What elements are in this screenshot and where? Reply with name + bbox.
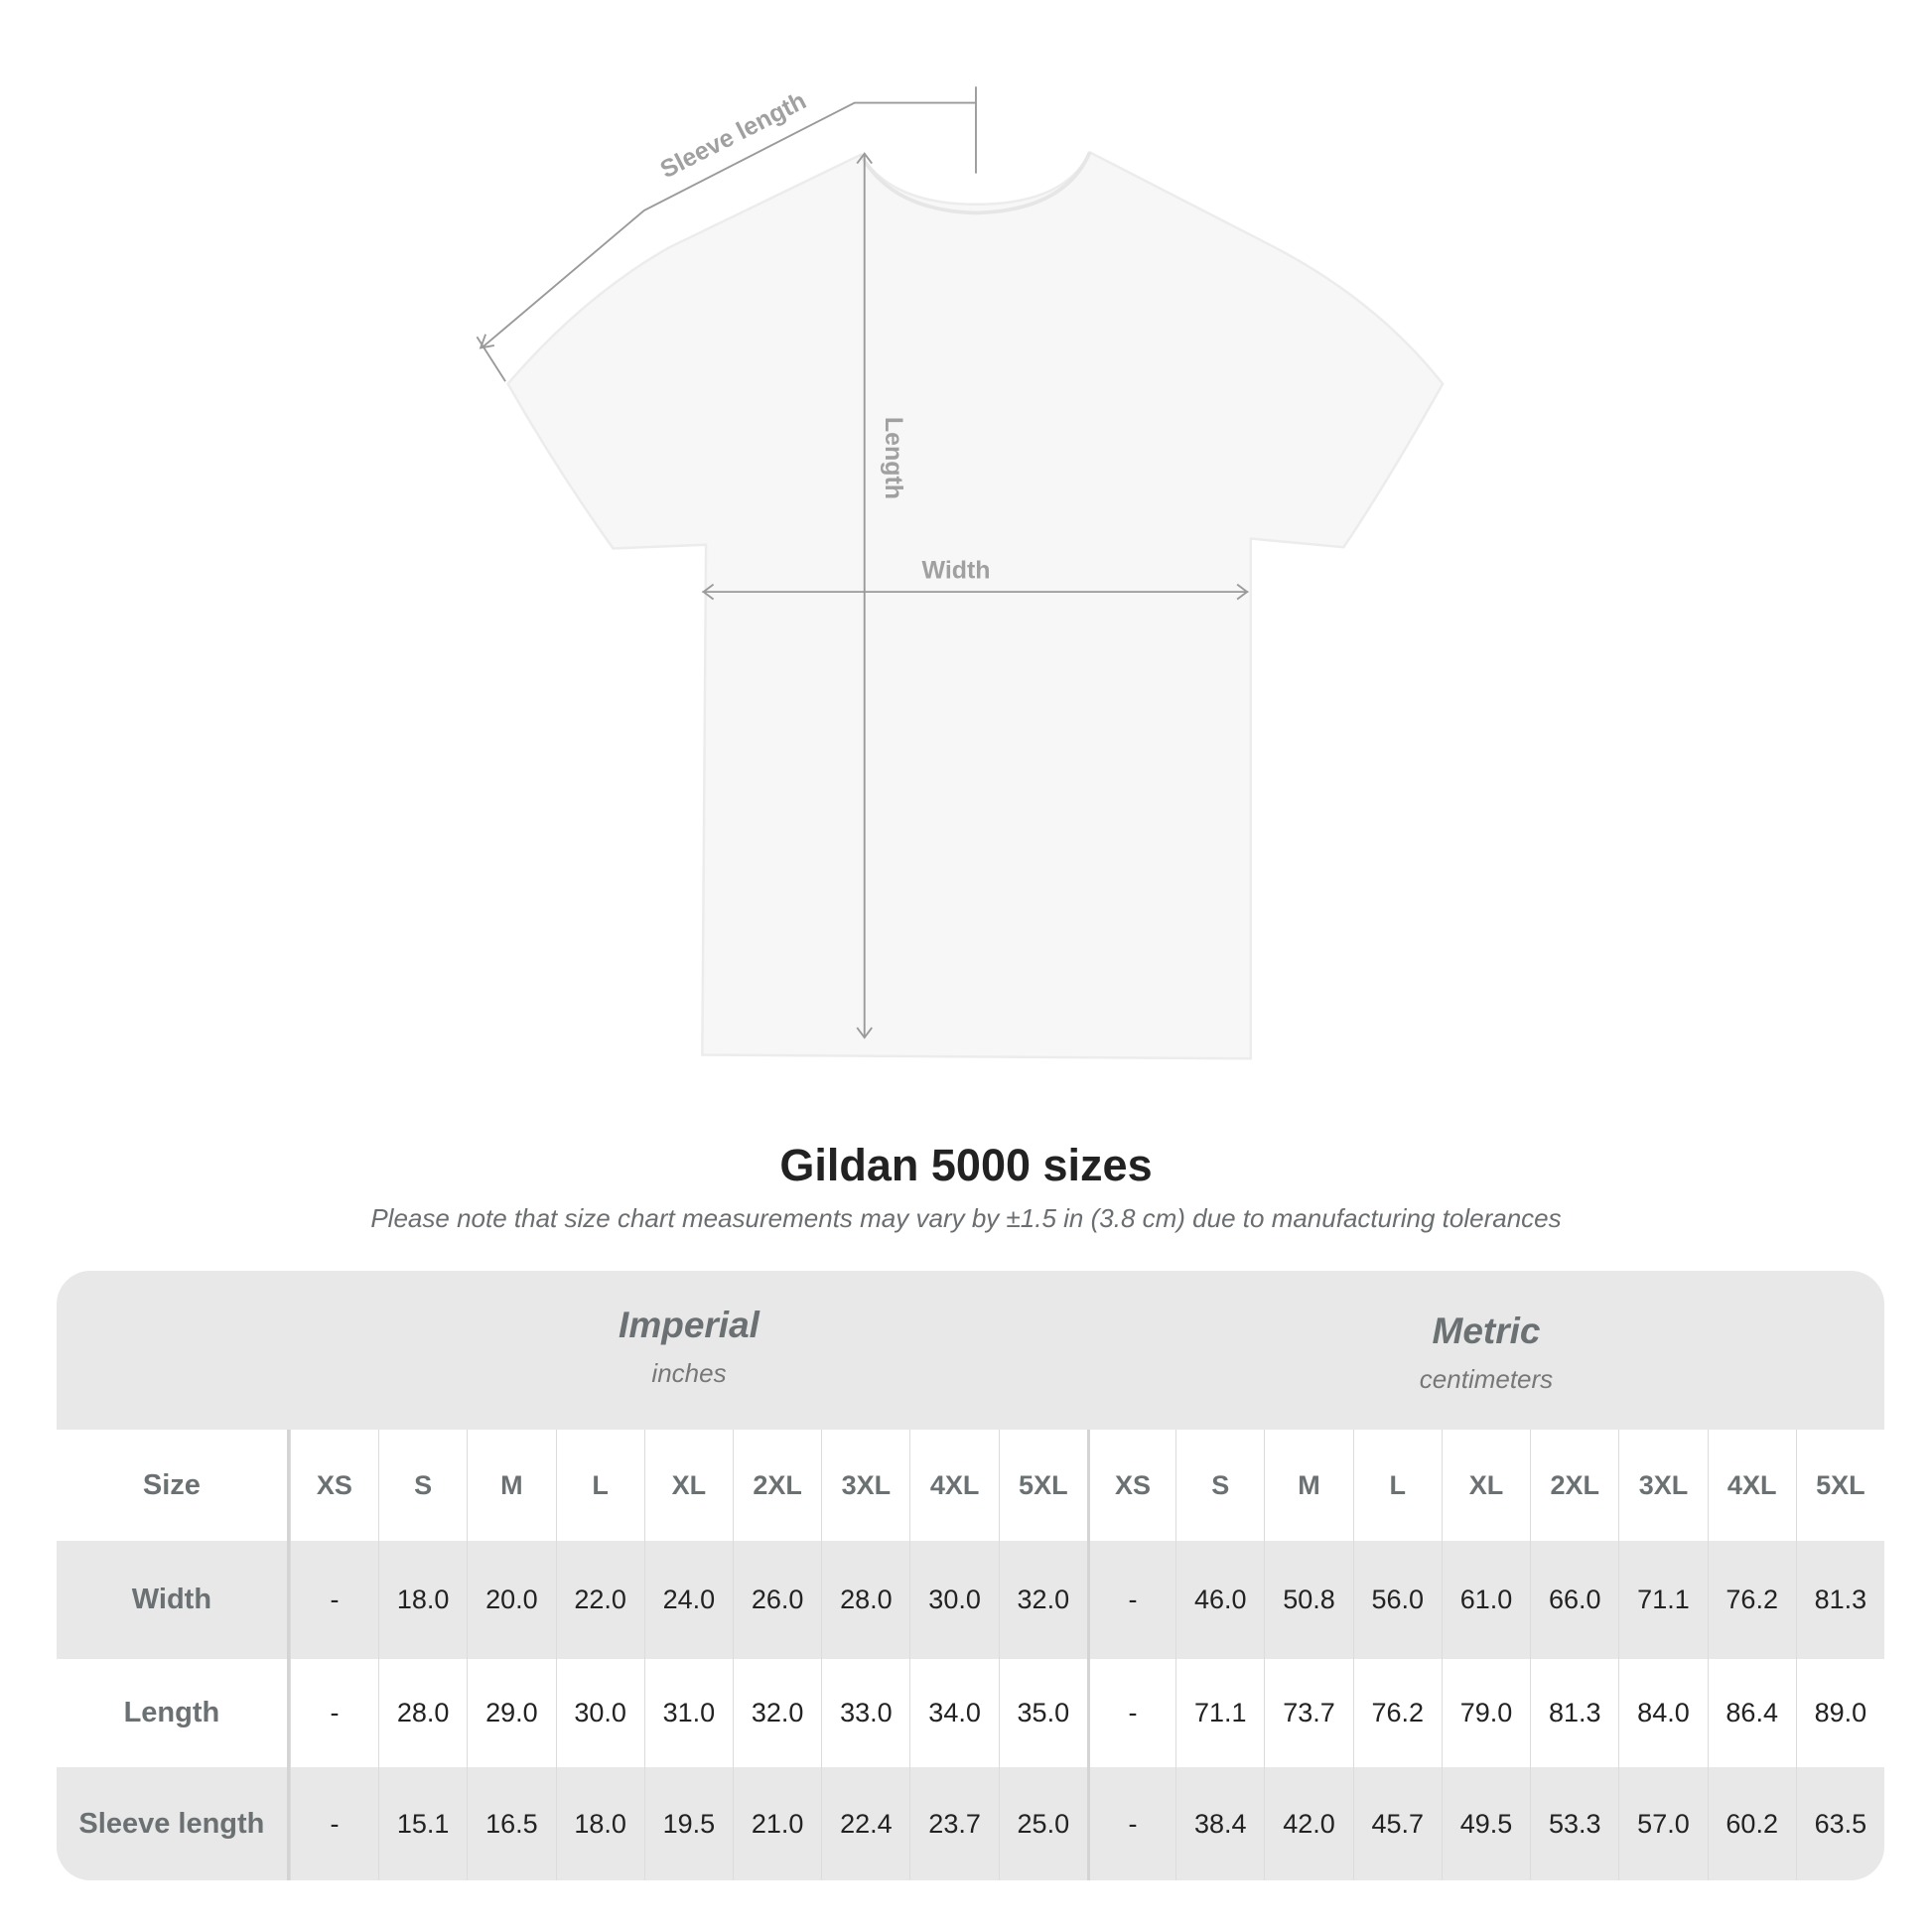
row-label: Length xyxy=(57,1659,290,1767)
imperial-title: Imperial xyxy=(619,1305,759,1345)
imperial-value-cell: 20.0 xyxy=(467,1541,555,1659)
size-header-cell: XL xyxy=(643,1430,733,1541)
row-label: Width xyxy=(57,1541,290,1659)
metric-value-cell: 81.3 xyxy=(1795,1541,1884,1659)
metric-value-cell: 42.0 xyxy=(1264,1767,1352,1880)
size-header-cell: S xyxy=(1175,1430,1264,1541)
metric-header: Metric centimeters xyxy=(1088,1311,1884,1395)
imperial-value-cell: 25.0 xyxy=(998,1767,1087,1880)
imperial-value-cell: 26.0 xyxy=(733,1541,821,1659)
row-label: Sleeve length xyxy=(57,1767,290,1880)
tolerance-note: Please note that size chart measurements… xyxy=(370,1203,1562,1233)
width-measure xyxy=(702,583,1249,601)
metric-value-cell: 46.0 xyxy=(1175,1541,1264,1659)
size-header-cell: S xyxy=(378,1430,467,1541)
page-title: Gildan 5000 sizes xyxy=(779,1140,1153,1190)
metric-value-cell: 76.2 xyxy=(1707,1541,1796,1659)
metric-value-cell: 38.4 xyxy=(1175,1767,1264,1880)
metric-value-cell: 81.3 xyxy=(1530,1659,1618,1767)
metric-value-cell: - xyxy=(1086,1541,1175,1659)
imperial-value-cell: 18.0 xyxy=(378,1541,467,1659)
imperial-value-cell: - xyxy=(289,1767,378,1880)
metric-value-cell: 53.3 xyxy=(1530,1767,1618,1880)
sleeve-length-measure xyxy=(476,86,977,382)
length-measure xyxy=(856,152,873,1039)
imperial-value-cell: 35.0 xyxy=(998,1659,1087,1767)
size-header-cell: 2XL xyxy=(733,1430,821,1541)
metric-value-cell: 89.0 xyxy=(1795,1659,1884,1767)
metric-value-cell: 84.0 xyxy=(1618,1659,1707,1767)
metric-value-cell: - xyxy=(1086,1767,1175,1880)
metric-value-cell: 49.5 xyxy=(1441,1767,1530,1880)
imperial-value-cell: 31.0 xyxy=(643,1659,733,1767)
imperial-value-cell: - xyxy=(289,1659,378,1767)
metric-value-cell: 63.5 xyxy=(1795,1767,1884,1880)
metric-value-cell: 50.8 xyxy=(1264,1541,1352,1659)
size-header-cell: 5XL xyxy=(1795,1430,1884,1541)
imperial-value-cell: 28.0 xyxy=(821,1541,909,1659)
metric-unit: centimeters xyxy=(1419,1364,1554,1394)
metric-value-cell: 45.7 xyxy=(1352,1767,1442,1880)
size-header-cell: 5XL xyxy=(998,1430,1087,1541)
imperial-value-cell: 32.0 xyxy=(733,1659,821,1767)
size-header-cell: L xyxy=(1352,1430,1442,1541)
metric-value-cell: 73.7 xyxy=(1264,1659,1352,1767)
imperial-value-cell: 34.0 xyxy=(909,1659,998,1767)
imperial-value-cell: 24.0 xyxy=(643,1541,733,1659)
metric-value-cell: 79.0 xyxy=(1441,1659,1530,1767)
imperial-value-cell: 33.0 xyxy=(821,1659,909,1767)
size-header-cell: M xyxy=(467,1430,555,1541)
imperial-value-cell: 16.5 xyxy=(467,1767,555,1880)
imperial-value-cell: 22.4 xyxy=(821,1767,909,1880)
metric-value-cell: - xyxy=(1086,1659,1175,1767)
size-header-cell: XS xyxy=(289,1430,378,1541)
size-header-cell: M xyxy=(1264,1430,1352,1541)
width-label: Width xyxy=(922,556,991,584)
size-header-cell: L xyxy=(555,1430,644,1541)
metric-value-cell: 56.0 xyxy=(1352,1541,1442,1659)
size-header-cell: XL xyxy=(1441,1430,1530,1541)
table-row: Sleeve length -15.1 16.5 18.0 19.5 21.0 22.4 23… xyxy=(57,1767,1884,1880)
imperial-unit: inches xyxy=(651,1358,727,1388)
size-header-cell: XS xyxy=(1086,1430,1175,1541)
metric-value-cell: 61.0 xyxy=(1441,1541,1530,1659)
imperial-value-cell: 22.0 xyxy=(555,1541,644,1659)
imperial-value-cell: 32.0 xyxy=(998,1541,1087,1659)
row-label: Size xyxy=(57,1430,290,1541)
metric-value-cell: 66.0 xyxy=(1530,1541,1618,1659)
size-header-cell: 4XL xyxy=(909,1430,998,1541)
imperial-value-cell: 30.0 xyxy=(909,1541,998,1659)
metric-value-cell: 86.4 xyxy=(1707,1659,1796,1767)
table-row: Length -28.0 29.0 30.0 31.0 32.0 33.0 34.0 35.0-… xyxy=(57,1659,1884,1767)
metric-value-cell: 71.1 xyxy=(1618,1541,1707,1659)
size-header-cell: 3XL xyxy=(1618,1430,1707,1541)
tshirt-shape xyxy=(506,150,1445,1060)
metric-value-cell: 60.2 xyxy=(1707,1767,1796,1880)
imperial-value-cell: 30.0 xyxy=(555,1659,644,1767)
length-label: Length xyxy=(880,417,907,499)
metric-value-cell: 71.1 xyxy=(1175,1659,1264,1767)
tshirt-diagram: Sleeve length Length Width xyxy=(476,86,1445,1060)
imperial-value-cell: 19.5 xyxy=(643,1767,733,1880)
imperial-value-cell: 29.0 xyxy=(467,1659,555,1767)
size-header-cell: 3XL xyxy=(821,1430,909,1541)
size-table: Imperial inches Metric centimeters Size X… xyxy=(57,1271,1884,1880)
imperial-value-cell: 28.0 xyxy=(378,1659,467,1767)
sleeve-length-label: Sleeve length xyxy=(656,86,811,184)
size-header-cell: 4XL xyxy=(1707,1430,1796,1541)
imperial-value-cell: - xyxy=(289,1541,378,1659)
size-header-row: Size XS S M L XL 2XL 3XL 4XL 5XL XS S M L XL 2XL 3XL 4XL 5… xyxy=(57,1430,1884,1541)
table-row: Width -18.0 20.0 22.0 24.0 26.0 28.0 30.0 32.0-4… xyxy=(57,1541,1884,1659)
imperial-value-cell: 15.1 xyxy=(378,1767,467,1880)
imperial-value-cell: 21.0 xyxy=(733,1767,821,1880)
size-header-cell: 2XL xyxy=(1530,1430,1618,1541)
metric-value-cell: 76.2 xyxy=(1352,1659,1442,1767)
imperial-value-cell: 23.7 xyxy=(909,1767,998,1880)
metric-title: Metric xyxy=(1432,1311,1541,1351)
metric-value-cell: 57.0 xyxy=(1618,1767,1707,1880)
imperial-value-cell: 18.0 xyxy=(555,1767,644,1880)
imperial-header: Imperial inches xyxy=(290,1305,1088,1389)
